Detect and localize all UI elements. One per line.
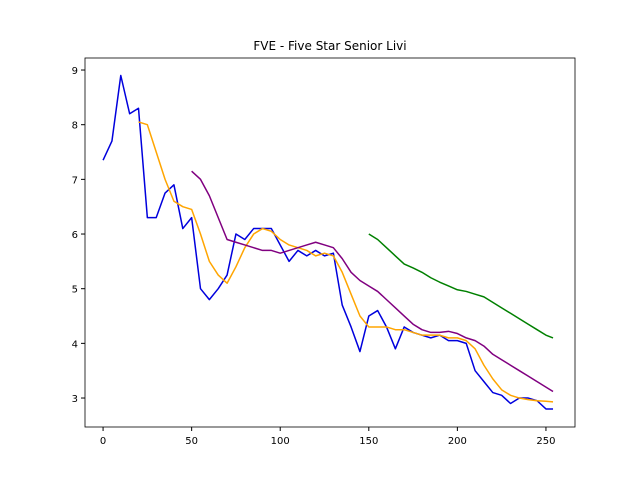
- line-series: [191, 170, 554, 393]
- x-tick-label: 200: [448, 436, 467, 447]
- x-tick-label: 250: [536, 436, 555, 447]
- y-tick-label: 4: [72, 339, 78, 350]
- y-tick-label: 3: [72, 394, 78, 405]
- y-tick-label: 8: [72, 121, 78, 132]
- y-tick-label: 9: [72, 66, 78, 77]
- x-tick-label: 0: [100, 436, 106, 447]
- line-series: [138, 121, 554, 403]
- chart-title: FVE - Five Star Senior Livi: [253, 39, 406, 53]
- y-tick-label: 5: [72, 285, 78, 296]
- line-series: [368, 233, 554, 339]
- x-tick-label: 50: [185, 436, 198, 447]
- y-tick-label: 6: [72, 230, 78, 241]
- plot-frame: [84, 57, 576, 428]
- x-tick-label: 100: [271, 436, 290, 447]
- x-tick-label: 150: [359, 436, 378, 447]
- y-tick-label: 7: [72, 175, 78, 186]
